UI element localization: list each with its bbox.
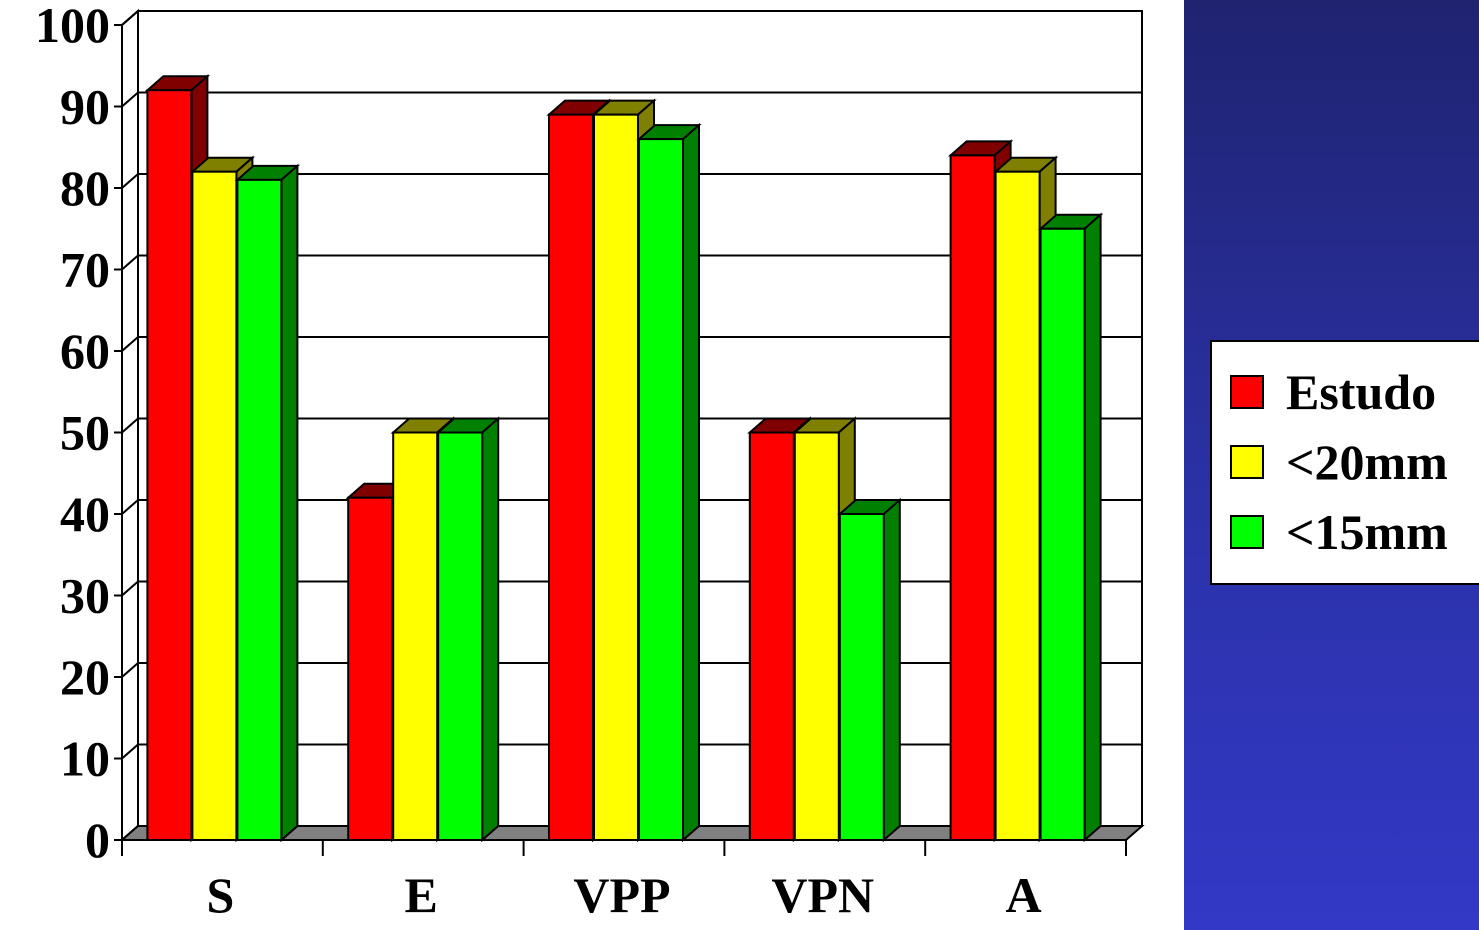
bar-front	[191, 170, 238, 841]
bar-front	[838, 513, 885, 841]
bar-front	[994, 170, 1041, 841]
bar-front	[236, 178, 283, 842]
gridline-side	[121, 743, 139, 760]
bar-side	[682, 122, 700, 843]
bar-front	[793, 431, 840, 841]
bar-front	[949, 154, 996, 841]
legend-swatch-estudo	[1230, 375, 1264, 409]
y-tick-label: 0	[85, 812, 110, 868]
bar	[234, 163, 301, 843]
bar	[1037, 212, 1104, 843]
gridline-side	[121, 254, 139, 271]
gridline-side	[121, 499, 139, 515]
y-tick-label: 60	[60, 323, 110, 379]
gridline-side	[121, 173, 139, 189]
gridline-side	[121, 336, 139, 352]
gridline-side	[121, 662, 139, 678]
legend-label-estudo: Estudo	[1286, 364, 1437, 420]
y-tick-label: 80	[60, 160, 110, 216]
legend: Estudo <20mm <15mm	[1210, 340, 1479, 585]
bar	[837, 497, 903, 843]
y-tick-label: 20	[60, 649, 110, 705]
bar-front	[437, 431, 484, 841]
y-tick-label: 10	[60, 731, 110, 787]
plot-area: 0 10 20 30 40 50 60 70 80 90 100 S E VPP VPN A	[35, 0, 1145, 923]
legend-label-20mm: <20mm	[1286, 434, 1448, 490]
bar-side	[280, 163, 299, 843]
bar-chart: 0 10 20 30 40 50 60 70 80 90 100 S E VPP VPN A	[35, 0, 1145, 923]
legend-item-estudo: Estudo	[1230, 362, 1436, 422]
x-tick-label: E	[405, 867, 438, 923]
legend-item-15mm: <15mm	[1230, 502, 1448, 562]
legend-label-15mm: <15mm	[1286, 504, 1448, 560]
gridline-side	[121, 91, 139, 108]
bar-side	[882, 497, 901, 843]
bar-front	[638, 138, 684, 842]
bar	[636, 122, 702, 843]
x-tick-label: VPP	[573, 867, 670, 923]
legend-swatch-15mm	[1230, 515, 1264, 549]
bar-front	[347, 496, 394, 841]
gridline-side	[121, 580, 139, 597]
bar-front	[748, 431, 795, 841]
x-tick-label: A	[1006, 867, 1042, 923]
bar-front	[548, 113, 594, 841]
bar-side	[481, 416, 500, 843]
y-tick-label: 30	[60, 568, 110, 624]
bar-front	[146, 89, 193, 841]
x-tick-label: VPN	[771, 867, 874, 923]
y-tick-label: 90	[60, 79, 110, 135]
y-tick-label: 70	[60, 242, 110, 298]
y-tick-label: 50	[60, 405, 110, 461]
legend-swatch-20mm	[1230, 445, 1264, 479]
bar-side	[1083, 212, 1102, 843]
bar	[435, 416, 501, 843]
bar-front	[1039, 227, 1086, 841]
y-tick-label: 100	[35, 0, 110, 53]
legend-item-20mm: <20mm	[1230, 432, 1448, 492]
bar-front	[392, 431, 439, 841]
x-tick-label: S	[206, 867, 234, 923]
bar-front	[593, 113, 639, 841]
y-tick-label: 40	[60, 486, 110, 542]
gridline-side	[121, 417, 139, 434]
